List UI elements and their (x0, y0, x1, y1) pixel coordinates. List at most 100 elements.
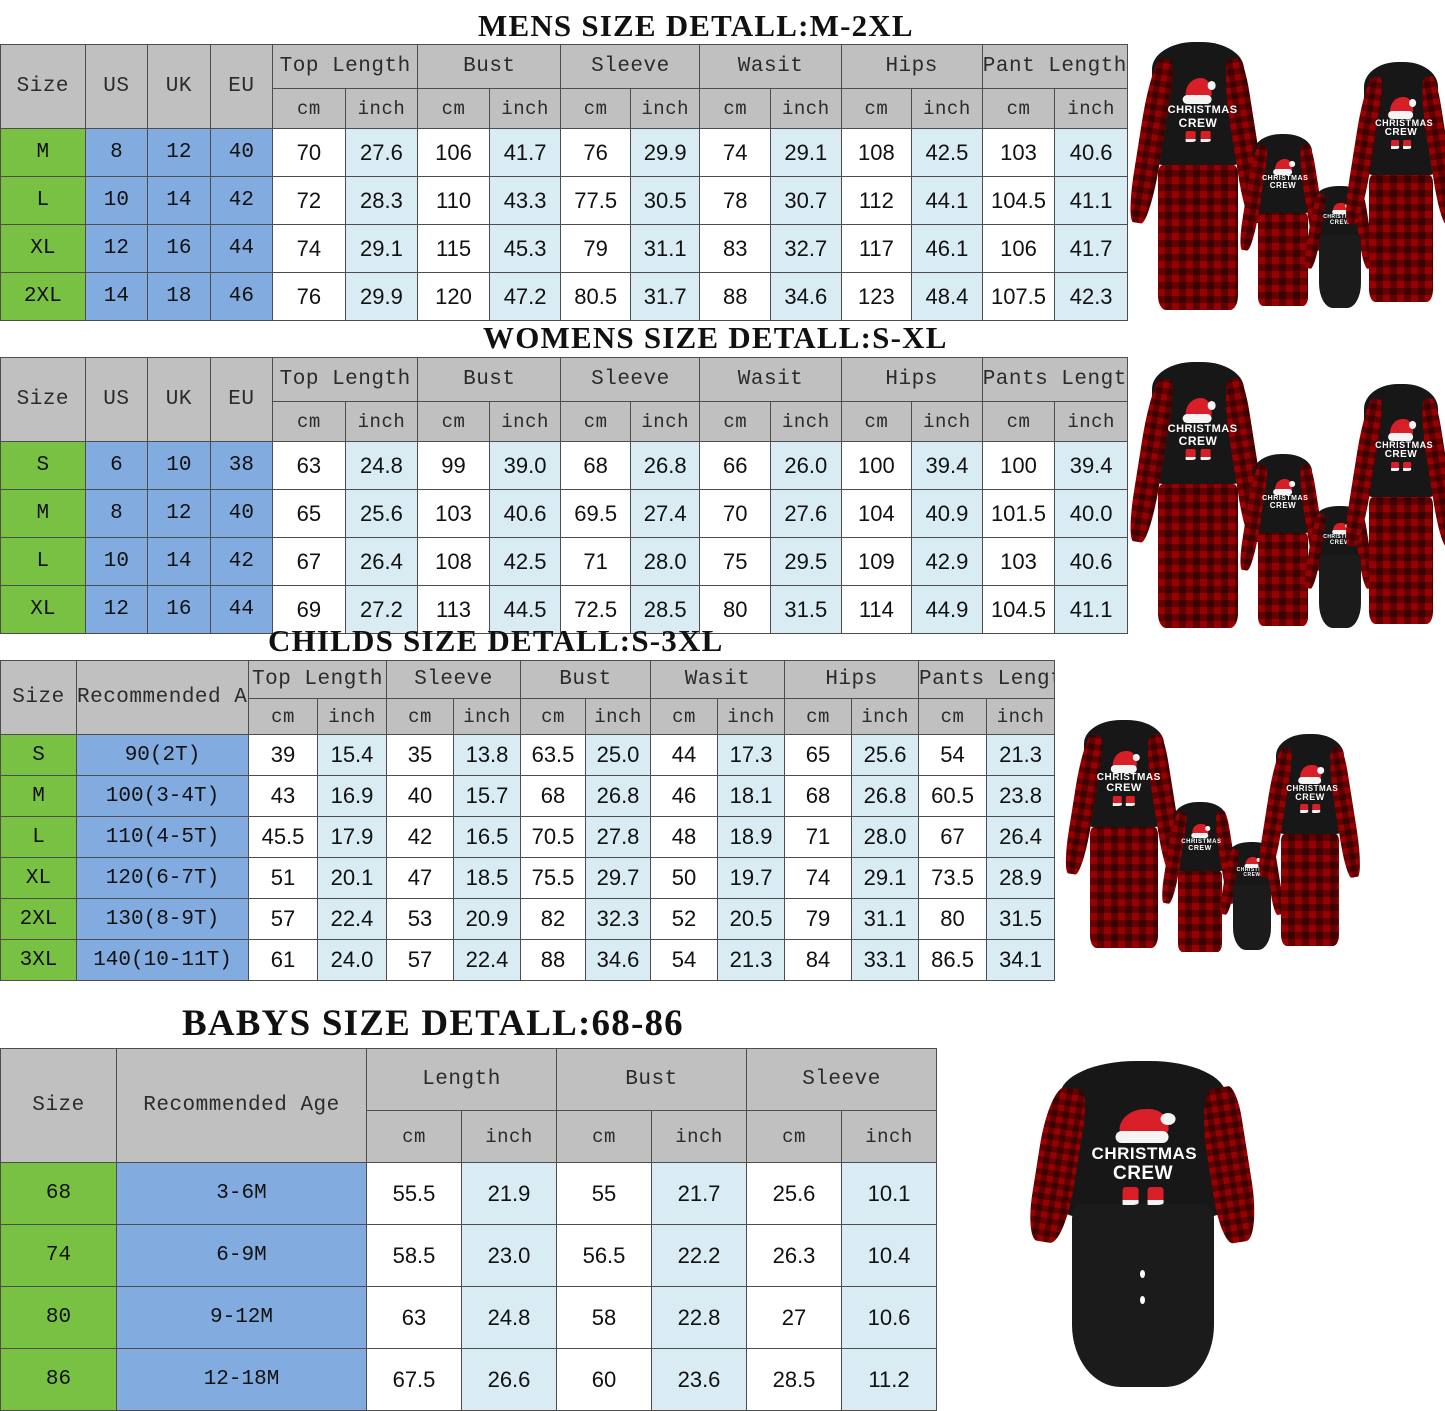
col-unit-cm: cm (981, 88, 1056, 129)
cell-measurement: 52 (650, 898, 719, 940)
cell-size: S (0, 441, 86, 490)
table-row: XL 12 16 44 69 27.2 113 44.5 72.5 28.5 80 31.5 114 44… (0, 585, 1128, 634)
cell-eu: 46 (209, 272, 274, 321)
cell-us: 14 (84, 272, 149, 321)
cell-measurement: 11.2 (841, 1348, 938, 1411)
graphic-word-christmas: CHRISTMAS (1091, 1144, 1198, 1164)
cell-measurement: 112 (840, 176, 913, 225)
plaid-pants (1177, 871, 1223, 952)
cell-uk: 16 (147, 224, 211, 273)
cell-measurement: 20.1 (317, 857, 387, 899)
cell-uk: 12 (147, 128, 211, 177)
santa-hat-icon (1182, 394, 1216, 424)
table-row: M 8 12 40 70 27.6 106 41.7 76 29.9 74 29.1 108 42.5 10… (0, 128, 1128, 177)
cell-measurement: 20.9 (453, 898, 521, 940)
col-group-sleeve: Sleeve (746, 1048, 938, 1111)
cell-measurement: 54 (918, 734, 988, 776)
elf-boots-icon (1097, 796, 1151, 807)
mens-size-table: Size US UK EU Top Length Bust Sleeve Wasit Hips P… (0, 44, 1129, 321)
cell-measurement: 75 (699, 537, 772, 586)
cell-measurement: 51 (248, 857, 318, 899)
col-unit-cm: cm (560, 88, 631, 129)
cell-uk: 12 (147, 489, 211, 538)
cell-recommended-age: 6-9M (116, 1224, 367, 1287)
cell-measurement: 110 (417, 176, 490, 225)
cell-measurement: 50 (650, 857, 719, 899)
table-row: M 8 12 40 65 25.6 103 40.6 69.5 27.4 70 27.6 104 40.9… (0, 489, 1128, 538)
col-unit-inch: inch (629, 401, 701, 442)
cell-us: 12 (84, 224, 149, 273)
table-row: S 90(2T) 39 15.4 35 13.8 63.5 25.0 44 17.3 65 25.6 5… (0, 734, 1056, 776)
col-unit-inch: inch (911, 401, 983, 442)
cell-measurement: 68 (784, 775, 853, 817)
product-image-babys: CHRISTMAS CREW (1012, 1055, 1292, 1395)
cell-measurement: 80.5 (560, 272, 631, 321)
cell-measurement: 28.5 (746, 1348, 843, 1411)
col-unit-inch: inch (584, 698, 652, 735)
cell-size: 86 (0, 1348, 117, 1411)
cell-measurement: 115 (417, 224, 490, 273)
cell-measurement: 29.5 (770, 537, 842, 586)
col-unit-cm: cm (272, 88, 346, 129)
table-row: 3XL 140(10-11T) 61 24.0 57 22.4 88 34.6 54 21.3 84… (0, 939, 1056, 981)
table-row: XL 12 16 44 74 29.1 115 45.3 79 31.1 83 32.7 117 46.1… (0, 224, 1128, 273)
col-group-wasit: Wasit (699, 357, 842, 402)
cell-measurement: 67.5 (366, 1348, 462, 1411)
table-row: 2XL 130(8-9T) 57 22.4 53 20.9 82 32.3 52 20.5 79 31… (0, 898, 1056, 940)
cell-measurement: 17.9 (317, 816, 387, 858)
cell-us: 8 (84, 128, 149, 177)
cell-measurement: 48 (650, 816, 719, 858)
cell-measurement: 25.6 (851, 734, 920, 776)
cell-measurement: 108 (840, 128, 913, 177)
cell-measurement: 73.5 (918, 857, 988, 899)
cell-measurement: 74 (784, 857, 853, 899)
cell-measurement: 79 (784, 898, 853, 940)
col-unit-inch: inch (851, 698, 920, 735)
col-unit-inch: inch (488, 401, 562, 442)
cell-uk: 10 (147, 441, 211, 490)
cell-uk: 14 (147, 176, 211, 225)
cell-measurement: 25.6 (344, 489, 419, 538)
table-row: L 110(4-5T) 45.5 17.9 42 16.5 70.5 27.8 48 18.9 71… (0, 816, 1056, 858)
babys-chart-title: BABYS SIZE DETALL:68-86 (182, 1003, 684, 1044)
cell-eu: 42 (209, 537, 274, 586)
col-group-bust: Bust (519, 660, 652, 699)
cell-measurement: 42.3 (1054, 272, 1128, 321)
cell-measurement: 83 (699, 224, 772, 273)
cell-measurement: 26.0 (770, 441, 842, 490)
cell-measurement: 40.0 (1054, 489, 1128, 538)
cell-measurement: 84 (784, 939, 853, 981)
cell-measurement: 72 (272, 176, 346, 225)
cell-measurement: 55 (556, 1162, 652, 1225)
santa-hat-icon (1110, 747, 1140, 773)
cell-measurement: 77.5 (560, 176, 631, 225)
cell-measurement: 76 (272, 272, 346, 321)
cell-measurement: 40.6 (488, 489, 562, 538)
cell-measurement: 42.5 (911, 128, 983, 177)
christmas-crew-graphic: CHRISTMAS CREW (1262, 156, 1308, 204)
cell-measurement: 79 (560, 224, 631, 273)
cell-size: 74 (0, 1224, 117, 1287)
cell-measurement: 26.3 (746, 1224, 843, 1287)
cell-recommended-age: 90(2T) (76, 734, 249, 776)
cell-measurement: 45.5 (248, 816, 318, 858)
cell-measurement: 60.5 (918, 775, 988, 817)
cell-size: M (0, 775, 77, 817)
col-unit-inch: inch (770, 88, 842, 129)
cell-eu: 44 (209, 585, 274, 634)
col-unit-inch: inch (453, 698, 521, 735)
col-unit-cm: cm (248, 698, 318, 735)
cell-measurement: 67 (272, 537, 346, 586)
plaid-pants (1280, 833, 1340, 946)
cell-size: L (0, 537, 86, 586)
cell-measurement: 34.6 (584, 939, 652, 981)
cell-measurement: 43 (248, 775, 318, 817)
cell-measurement: 41.7 (1054, 224, 1128, 273)
cell-measurement: 53 (386, 898, 454, 940)
col-group-hips: Hips (784, 660, 920, 699)
col-unit-inch: inch (461, 1110, 557, 1163)
table-row: 80 9-12M 63 24.8 58 22.8 27 10.6 (0, 1286, 938, 1349)
cell-measurement: 39.4 (911, 441, 983, 490)
christmas-crew-graphic: CHRISTMAS CREW (1091, 1103, 1198, 1206)
cell-measurement: 65 (272, 489, 346, 538)
